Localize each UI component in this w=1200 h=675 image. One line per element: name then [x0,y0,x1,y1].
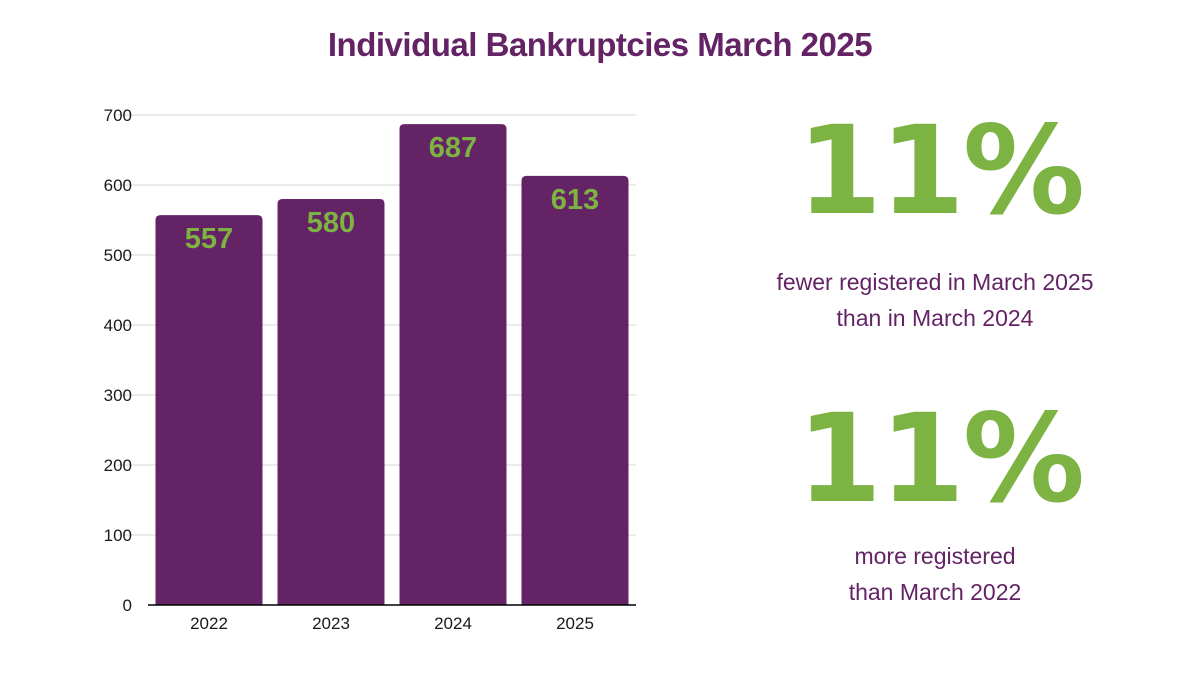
x-tick-label-2022: 2022 [190,614,228,633]
bar-2025 [521,175,629,605]
y-tick-label: 100 [104,526,132,545]
bar-2023 [277,199,385,605]
bar-chart: 0 100 200 300 400 500 600 700 557 2022 580 2023 687 2… [104,106,636,633]
x-tick-label-2025: 2025 [556,614,594,633]
x-tick-label-2023: 2023 [312,614,350,633]
stat-value-1: 11% [796,100,1085,242]
bar-2022 [155,215,263,605]
y-tick-label: 600 [104,176,132,195]
y-tick-label: 0 [123,596,132,615]
stat-description-2-line2: than March 2022 [848,579,1022,605]
data-label-2022: 557 [185,223,233,255]
y-tick-label: 400 [104,316,132,335]
data-label-2023: 580 [307,207,355,239]
chart-title: Individual Bankruptcies March 2025 [327,26,873,63]
bar-2024 [399,124,507,605]
stat-description-2-line1: more registered [854,543,1016,569]
y-tick-label: 300 [104,386,132,405]
data-label-2024: 687 [429,132,477,164]
y-tick-label: 500 [104,246,132,265]
y-tick-label: 200 [104,456,132,475]
stat-description-2: more registered than March 2022 [705,538,1165,610]
stat-description-1: fewer registered in March 2025 than in M… [705,264,1165,336]
stat-description-1-line1: fewer registered in March 2025 [776,269,1094,295]
data-label-2025: 613 [551,184,599,216]
x-tick-label-2024: 2024 [434,614,472,633]
stat-value-2: 11% [796,388,1085,530]
y-tick-label: 700 [104,106,132,125]
stat-description-1-line2: than in March 2024 [836,305,1034,331]
